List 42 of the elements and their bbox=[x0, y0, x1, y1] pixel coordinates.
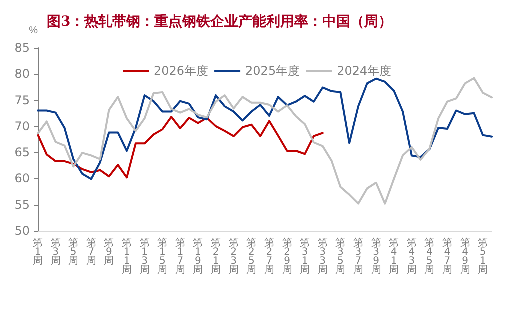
x-tick-label: 第11周 bbox=[122, 237, 132, 276]
y-tick-label: 80 bbox=[14, 67, 30, 82]
x-tick-label: 第23周 bbox=[228, 237, 239, 276]
x-tick-label: 第3周 bbox=[50, 237, 61, 267]
x-tick-label: 第39周 bbox=[371, 237, 382, 276]
y-tick-label: 70 bbox=[14, 119, 30, 134]
x-tick-label: 第25周 bbox=[246, 237, 257, 276]
y-tick-label: 55 bbox=[14, 198, 30, 212]
x-tick-label: 第27周 bbox=[264, 237, 274, 276]
x-tick-label: 第33周 bbox=[318, 237, 328, 276]
x-tick-label: 第47周 bbox=[442, 237, 452, 276]
legend-label: 2025年度 bbox=[246, 64, 300, 78]
y-tick-label: 65 bbox=[14, 146, 30, 160]
line-series bbox=[37, 78, 493, 180]
x-tick-label: 第15周 bbox=[158, 237, 168, 276]
y-tick-label: 75 bbox=[14, 93, 30, 108]
legend-label: 2026年度 bbox=[154, 64, 209, 78]
x-tick-label: 第29周 bbox=[282, 237, 292, 276]
legend-label: 2024年度 bbox=[337, 64, 392, 78]
chart-title: 图3：热轧带钢：重点钢铁企业产能利用率：中国（周） bbox=[47, 13, 393, 30]
x-tick-label: 第5周 bbox=[68, 237, 79, 267]
x-tick-label: 第37周 bbox=[353, 237, 364, 276]
x-tick-label: 第31周 bbox=[300, 237, 310, 276]
y-tick-label: 60 bbox=[14, 172, 30, 186]
x-tick-label: 第49周 bbox=[460, 237, 470, 276]
x-tick-label: 第17周 bbox=[175, 237, 186, 276]
x-tick-label: 第51周 bbox=[478, 237, 488, 276]
x-tick-label: 第21周 bbox=[211, 237, 222, 276]
x-tick-label: 第19周 bbox=[193, 237, 204, 276]
line-series bbox=[37, 116, 324, 179]
y-axis-title: % bbox=[29, 26, 38, 36]
x-tick-label: 第7周 bbox=[86, 237, 96, 267]
x-tick-label: 第43周 bbox=[406, 237, 417, 276]
x-tick-label: 第13周 bbox=[140, 237, 150, 276]
line-series bbox=[37, 77, 493, 205]
x-tick-label: 第9周 bbox=[104, 237, 114, 267]
x-tick-label: 第1周 bbox=[33, 237, 43, 267]
x-tick-label: 第45周 bbox=[424, 237, 435, 276]
y-tick-label: 85 bbox=[14, 41, 30, 55]
x-tick-label: 第41周 bbox=[389, 237, 400, 276]
y-tick-label: 50 bbox=[14, 224, 30, 238]
x-tick-label: 第35周 bbox=[336, 237, 346, 276]
